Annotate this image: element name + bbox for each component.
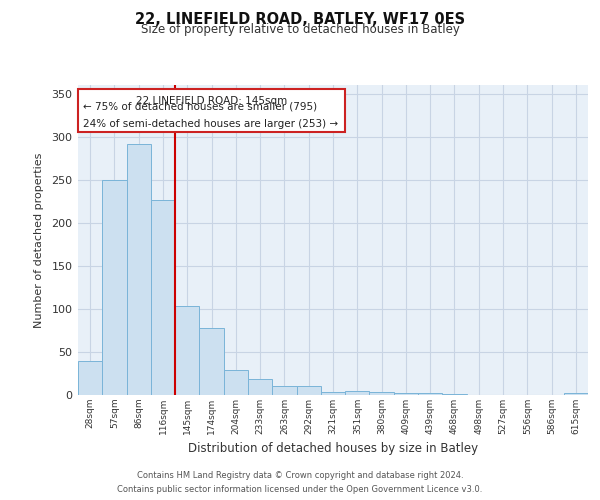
Bar xyxy=(199,328,224,395)
Bar xyxy=(248,378,272,395)
Bar xyxy=(175,306,199,395)
Text: 24% of semi-detached houses are larger (253) →: 24% of semi-detached houses are larger (… xyxy=(83,118,338,128)
Bar xyxy=(321,392,345,395)
Bar xyxy=(296,386,321,395)
FancyBboxPatch shape xyxy=(78,90,345,132)
Text: Contains public sector information licensed under the Open Government Licence v3: Contains public sector information licen… xyxy=(118,484,482,494)
Bar xyxy=(394,394,418,395)
Text: 22 LINEFIELD ROAD: 145sqm: 22 LINEFIELD ROAD: 145sqm xyxy=(136,96,287,106)
Bar xyxy=(224,370,248,395)
Bar xyxy=(345,390,370,395)
Bar xyxy=(272,386,296,395)
Bar xyxy=(442,394,467,395)
Bar xyxy=(418,394,442,395)
Text: Contains HM Land Registry data © Crown copyright and database right 2024.: Contains HM Land Registry data © Crown c… xyxy=(137,472,463,480)
Text: ← 75% of detached houses are smaller (795): ← 75% of detached houses are smaller (79… xyxy=(83,102,317,112)
Bar xyxy=(102,180,127,395)
Bar xyxy=(78,362,102,395)
Bar xyxy=(127,144,151,395)
Text: 22, LINEFIELD ROAD, BATLEY, WF17 0ES: 22, LINEFIELD ROAD, BATLEY, WF17 0ES xyxy=(135,12,465,28)
X-axis label: Distribution of detached houses by size in Batley: Distribution of detached houses by size … xyxy=(188,442,478,456)
Bar xyxy=(564,394,588,395)
Bar xyxy=(151,200,175,395)
Bar xyxy=(370,392,394,395)
Text: Size of property relative to detached houses in Batley: Size of property relative to detached ho… xyxy=(140,22,460,36)
Y-axis label: Number of detached properties: Number of detached properties xyxy=(34,152,44,328)
